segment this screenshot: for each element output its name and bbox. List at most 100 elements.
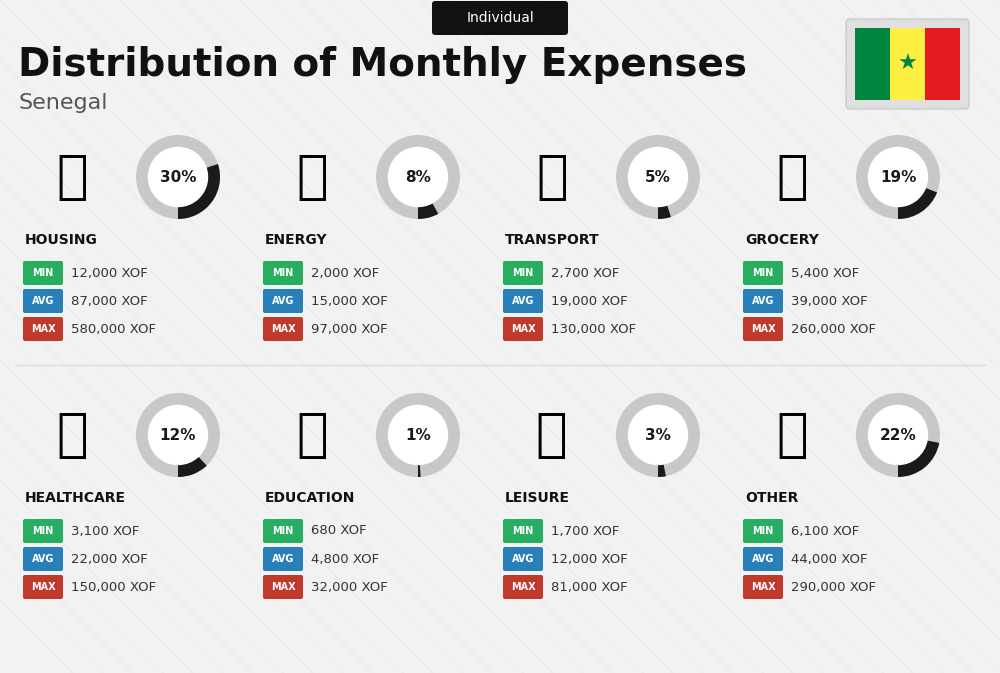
FancyBboxPatch shape bbox=[743, 289, 783, 313]
FancyBboxPatch shape bbox=[743, 261, 783, 285]
Text: MAX: MAX bbox=[751, 582, 775, 592]
Circle shape bbox=[136, 135, 220, 219]
Text: 🚌: 🚌 bbox=[536, 151, 568, 203]
Circle shape bbox=[856, 393, 940, 477]
FancyBboxPatch shape bbox=[23, 519, 63, 543]
Text: Senegal: Senegal bbox=[18, 93, 108, 113]
Text: MAX: MAX bbox=[271, 324, 295, 334]
Wedge shape bbox=[856, 135, 940, 219]
Wedge shape bbox=[178, 164, 220, 219]
Text: 19%: 19% bbox=[880, 170, 916, 184]
Text: 44,000 XOF: 44,000 XOF bbox=[791, 553, 868, 565]
Bar bbox=[890, 28, 925, 100]
FancyBboxPatch shape bbox=[503, 261, 543, 285]
FancyBboxPatch shape bbox=[503, 317, 543, 341]
Bar bbox=[855, 28, 890, 100]
Text: HOUSING: HOUSING bbox=[25, 233, 98, 247]
Text: 12,000 XOF: 12,000 XOF bbox=[71, 267, 148, 279]
Text: 🔌: 🔌 bbox=[296, 151, 328, 203]
Text: TRANSPORT: TRANSPORT bbox=[505, 233, 600, 247]
FancyBboxPatch shape bbox=[503, 575, 543, 599]
Bar bbox=[925, 28, 960, 100]
Text: ENERGY: ENERGY bbox=[265, 233, 328, 247]
Wedge shape bbox=[898, 188, 937, 219]
Text: 580,000 XOF: 580,000 XOF bbox=[71, 322, 156, 336]
Text: 4,800 XOF: 4,800 XOF bbox=[311, 553, 379, 565]
Text: Individual: Individual bbox=[466, 11, 534, 25]
FancyBboxPatch shape bbox=[23, 261, 63, 285]
Circle shape bbox=[616, 135, 700, 219]
Text: 22%: 22% bbox=[880, 427, 916, 443]
Text: AVG: AVG bbox=[32, 296, 54, 306]
Text: MIN: MIN bbox=[752, 526, 774, 536]
FancyBboxPatch shape bbox=[503, 519, 543, 543]
FancyBboxPatch shape bbox=[23, 575, 63, 599]
Text: 290,000 XOF: 290,000 XOF bbox=[791, 581, 876, 594]
Text: 97,000 XOF: 97,000 XOF bbox=[311, 322, 388, 336]
Text: 8%: 8% bbox=[405, 170, 431, 184]
Text: 19,000 XOF: 19,000 XOF bbox=[551, 295, 628, 308]
Text: 🏥: 🏥 bbox=[56, 409, 88, 461]
Text: 5,400 XOF: 5,400 XOF bbox=[791, 267, 859, 279]
FancyBboxPatch shape bbox=[263, 261, 303, 285]
FancyBboxPatch shape bbox=[263, 519, 303, 543]
Text: MIN: MIN bbox=[32, 526, 54, 536]
FancyBboxPatch shape bbox=[263, 547, 303, 571]
Text: 39,000 XOF: 39,000 XOF bbox=[791, 295, 868, 308]
Text: MAX: MAX bbox=[271, 582, 295, 592]
Wedge shape bbox=[418, 203, 438, 219]
Text: MAX: MAX bbox=[31, 582, 55, 592]
Text: 👛: 👛 bbox=[776, 409, 808, 461]
Wedge shape bbox=[136, 135, 220, 219]
Wedge shape bbox=[616, 393, 700, 477]
Wedge shape bbox=[616, 135, 700, 219]
Text: 30%: 30% bbox=[160, 170, 196, 184]
Wedge shape bbox=[898, 441, 939, 477]
Circle shape bbox=[856, 135, 940, 219]
Wedge shape bbox=[418, 465, 421, 477]
Circle shape bbox=[136, 393, 220, 477]
FancyBboxPatch shape bbox=[743, 575, 783, 599]
Text: AVG: AVG bbox=[272, 554, 294, 564]
FancyBboxPatch shape bbox=[263, 289, 303, 313]
Text: LEISURE: LEISURE bbox=[505, 491, 570, 505]
Text: ★: ★ bbox=[898, 54, 918, 74]
Wedge shape bbox=[658, 206, 671, 219]
Text: 32,000 XOF: 32,000 XOF bbox=[311, 581, 388, 594]
FancyBboxPatch shape bbox=[263, 317, 303, 341]
Text: MIN: MIN bbox=[272, 526, 294, 536]
Text: OTHER: OTHER bbox=[745, 491, 798, 505]
Text: GROCERY: GROCERY bbox=[745, 233, 819, 247]
Text: MIN: MIN bbox=[512, 268, 534, 278]
Wedge shape bbox=[376, 135, 460, 219]
Text: AVG: AVG bbox=[272, 296, 294, 306]
Circle shape bbox=[376, 393, 460, 477]
Text: 🛍️: 🛍️ bbox=[536, 409, 568, 461]
Text: AVG: AVG bbox=[512, 296, 534, 306]
Text: 🏢: 🏢 bbox=[56, 151, 88, 203]
FancyBboxPatch shape bbox=[432, 1, 568, 35]
Text: 5%: 5% bbox=[645, 170, 671, 184]
FancyBboxPatch shape bbox=[23, 289, 63, 313]
Text: EDUCATION: EDUCATION bbox=[265, 491, 355, 505]
FancyBboxPatch shape bbox=[23, 547, 63, 571]
FancyBboxPatch shape bbox=[743, 317, 783, 341]
Text: 1%: 1% bbox=[405, 427, 431, 443]
Text: AVG: AVG bbox=[32, 554, 54, 564]
Text: 680 XOF: 680 XOF bbox=[311, 524, 367, 538]
Circle shape bbox=[376, 135, 460, 219]
Text: MAX: MAX bbox=[751, 324, 775, 334]
Text: 15,000 XOF: 15,000 XOF bbox=[311, 295, 388, 308]
FancyBboxPatch shape bbox=[846, 19, 969, 109]
Text: MIN: MIN bbox=[512, 526, 534, 536]
FancyBboxPatch shape bbox=[743, 547, 783, 571]
Wedge shape bbox=[376, 393, 460, 477]
Text: 🎓: 🎓 bbox=[296, 409, 328, 461]
Text: AVG: AVG bbox=[512, 554, 534, 564]
Text: HEALTHCARE: HEALTHCARE bbox=[25, 491, 126, 505]
Text: AVG: AVG bbox=[752, 296, 774, 306]
Text: 🛒: 🛒 bbox=[776, 151, 808, 203]
Text: 260,000 XOF: 260,000 XOF bbox=[791, 322, 876, 336]
Wedge shape bbox=[658, 464, 666, 477]
FancyBboxPatch shape bbox=[503, 289, 543, 313]
